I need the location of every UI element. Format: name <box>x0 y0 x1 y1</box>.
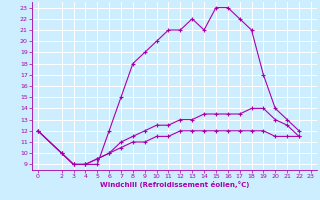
X-axis label: Windchill (Refroidissement éolien,°C): Windchill (Refroidissement éolien,°C) <box>100 181 249 188</box>
